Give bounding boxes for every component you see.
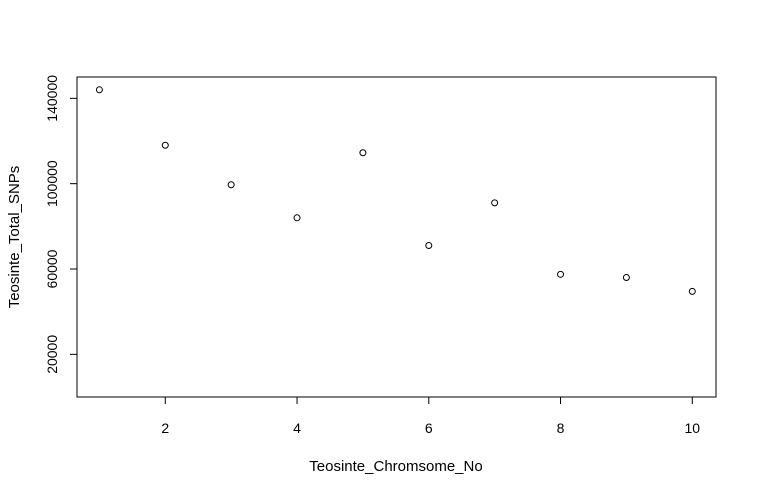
y-axis-title: Teosinte_Total_SNPs — [6, 166, 23, 309]
plot-frame — [76, 76, 717, 398]
data-point — [557, 270, 565, 278]
x-tick-label: 2 — [161, 420, 169, 436]
y-tick-label: 20000 — [44, 335, 60, 374]
y-axis: 20000 60000 100000 140000 — [44, 75, 78, 374]
data-point — [161, 141, 169, 149]
data-point — [227, 181, 235, 189]
y-tick-label: 60000 — [44, 249, 60, 288]
data-point — [688, 287, 696, 295]
data-point — [95, 86, 103, 94]
x-tick-label: 6 — [425, 420, 433, 436]
x-axis-title: Teosinte_Chromsome_No — [309, 458, 482, 475]
x-tick-label: 8 — [557, 420, 565, 436]
data-point — [293, 214, 301, 222]
x-tick-label: 4 — [293, 420, 301, 436]
x-tick-label: 10 — [684, 420, 700, 436]
x-axis: 2 4 6 8 10 — [161, 396, 700, 436]
data-point — [622, 274, 630, 282]
y-tick-label: 140000 — [44, 75, 60, 122]
data-point — [425, 242, 433, 250]
data-points — [95, 86, 696, 295]
y-tick-label: 100000 — [44, 160, 60, 207]
data-point — [359, 149, 367, 157]
data-point — [491, 199, 499, 207]
